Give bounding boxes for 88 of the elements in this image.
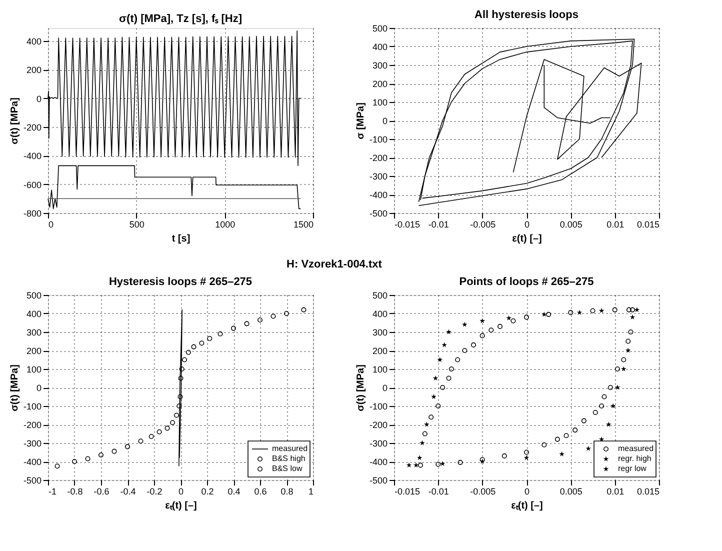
chart-title: All hysteresis loops xyxy=(474,9,578,21)
y-axis-title: σ(t) [MPa] xyxy=(9,364,20,412)
y-axis-title: σ [MPa] xyxy=(355,102,366,140)
y-tick-label: 300 xyxy=(26,328,42,338)
y-tick-label: -300 xyxy=(23,438,42,448)
x-tick-label: -0.005 xyxy=(470,220,496,230)
x-tick-label: 0.6 xyxy=(254,486,267,496)
y-tick-label: -400 xyxy=(369,457,388,467)
y-tick-label: -200 xyxy=(369,420,388,430)
legend-label: measured xyxy=(272,444,308,453)
y-tick-label: -300 xyxy=(369,172,388,182)
x-tick-label: 0.01 xyxy=(606,220,624,230)
x-axis-title: ε(t) [–] xyxy=(512,234,542,244)
x-tick-label: 1500 xyxy=(293,220,314,230)
y-tick-label: -800 xyxy=(23,208,42,218)
y-tick-label: -100 xyxy=(369,402,388,412)
y-tick-label: -100 xyxy=(23,402,42,412)
y-tick-label: 400 xyxy=(26,309,42,319)
y-tick-label: -200 xyxy=(23,420,42,430)
y-tick-label: 500 xyxy=(26,290,42,300)
x-tick-label: 1 xyxy=(308,486,314,496)
y-tick-label: -400 xyxy=(369,190,388,200)
y-tick-label: -400 xyxy=(23,457,42,467)
y-tick-label: -500 xyxy=(369,476,388,486)
x-tick-label: 0.005 xyxy=(560,486,582,496)
y-tick-label: -400 xyxy=(23,151,42,162)
x-tick-label: 0.005 xyxy=(560,220,582,230)
y-tick-label: -100 xyxy=(369,134,388,144)
x-tick-label: -0.8 xyxy=(67,486,83,496)
x-tick-label: 0.015 xyxy=(636,220,660,230)
x-tick-label: 500 xyxy=(129,220,144,230)
x-tick-label: 0.01 xyxy=(606,486,624,496)
legend-label: regr. high xyxy=(618,454,652,463)
legend-label: B&S low xyxy=(272,464,302,473)
legend-label: measured xyxy=(618,444,654,453)
x-tick-label: -0.6 xyxy=(94,486,110,496)
x-tick-label: 0 xyxy=(48,220,54,230)
y-tick-label: 0 xyxy=(36,94,42,104)
chart-title: Points of loops # 265–275 xyxy=(459,276,594,288)
y-tick-label: -600 xyxy=(23,180,42,190)
y-tick-label: 100 xyxy=(26,364,42,374)
x-tick-label: -0.01 xyxy=(428,220,449,230)
x-tick-label: 0 xyxy=(524,220,530,230)
x-tick-label: 0.4 xyxy=(228,486,240,496)
x-tick-label: 0 xyxy=(178,486,184,496)
x-tick-label: -0.4 xyxy=(120,486,136,496)
y-tick-label: 200 xyxy=(372,346,388,356)
y-tick-label: 200 xyxy=(26,65,42,76)
y-tick-label: 500 xyxy=(372,24,388,34)
y-tick-label: 300 xyxy=(372,328,388,338)
y-tick-label: -300 xyxy=(369,438,388,448)
x-tick-label: 1000 xyxy=(215,220,236,230)
y-tick-label: 0 xyxy=(382,383,388,393)
chart-title: Hysteresis loops # 265–275 xyxy=(108,276,252,288)
y-tick-label: 500 xyxy=(372,290,388,300)
x-tick-label: -0.005 xyxy=(470,486,496,496)
y-tick-label: 300 xyxy=(372,60,388,70)
chart-title: σ(t) [MPa], Tz [s], fₛ [Hz] xyxy=(119,13,242,25)
y-tick-label: 400 xyxy=(26,36,42,46)
y-axis-title: σ(t) [MPa] xyxy=(9,98,20,144)
x-tick-label: 0.015 xyxy=(636,486,660,496)
x-axis-title: t [s] xyxy=(172,234,190,244)
y-tick-label: 400 xyxy=(372,309,388,319)
legend-label: regr low xyxy=(618,464,647,473)
y-tick-label: 100 xyxy=(372,364,388,374)
x-axis-title: εₜ(t) [–] xyxy=(511,500,543,512)
legend-label: B&S high xyxy=(272,454,306,463)
y-tick-label: -200 xyxy=(369,153,388,163)
y-tick-label: 200 xyxy=(26,346,42,356)
x-tick-label: 0 xyxy=(524,486,530,496)
y-axis-title: σ(t) [MPa] xyxy=(355,364,366,412)
x-tick-label: -0.2 xyxy=(146,486,162,496)
y-tick-label: 200 xyxy=(372,79,388,89)
y-tick-label: -500 xyxy=(369,208,388,218)
x-tick-label: -0.01 xyxy=(428,486,449,496)
x-tick-label: -0.015 xyxy=(394,486,420,496)
x-tick-label: -0.015 xyxy=(394,220,420,230)
text: H: Vzorek1-004.txt xyxy=(286,258,382,270)
y-tick-label: -500 xyxy=(23,476,42,486)
y-tick-label: 100 xyxy=(372,98,388,108)
y-tick-label: -200 xyxy=(23,122,42,132)
x-tick-label: 0.8 xyxy=(280,486,294,496)
x-tick-label: 0.2 xyxy=(201,486,214,496)
y-tick-label: 400 xyxy=(372,42,388,52)
x-tick-label: -1 xyxy=(48,486,57,496)
y-tick-label: 0 xyxy=(382,116,388,126)
y-tick-label: 0 xyxy=(36,383,42,393)
x-axis-title: εₜ(t) [–] xyxy=(165,500,197,512)
